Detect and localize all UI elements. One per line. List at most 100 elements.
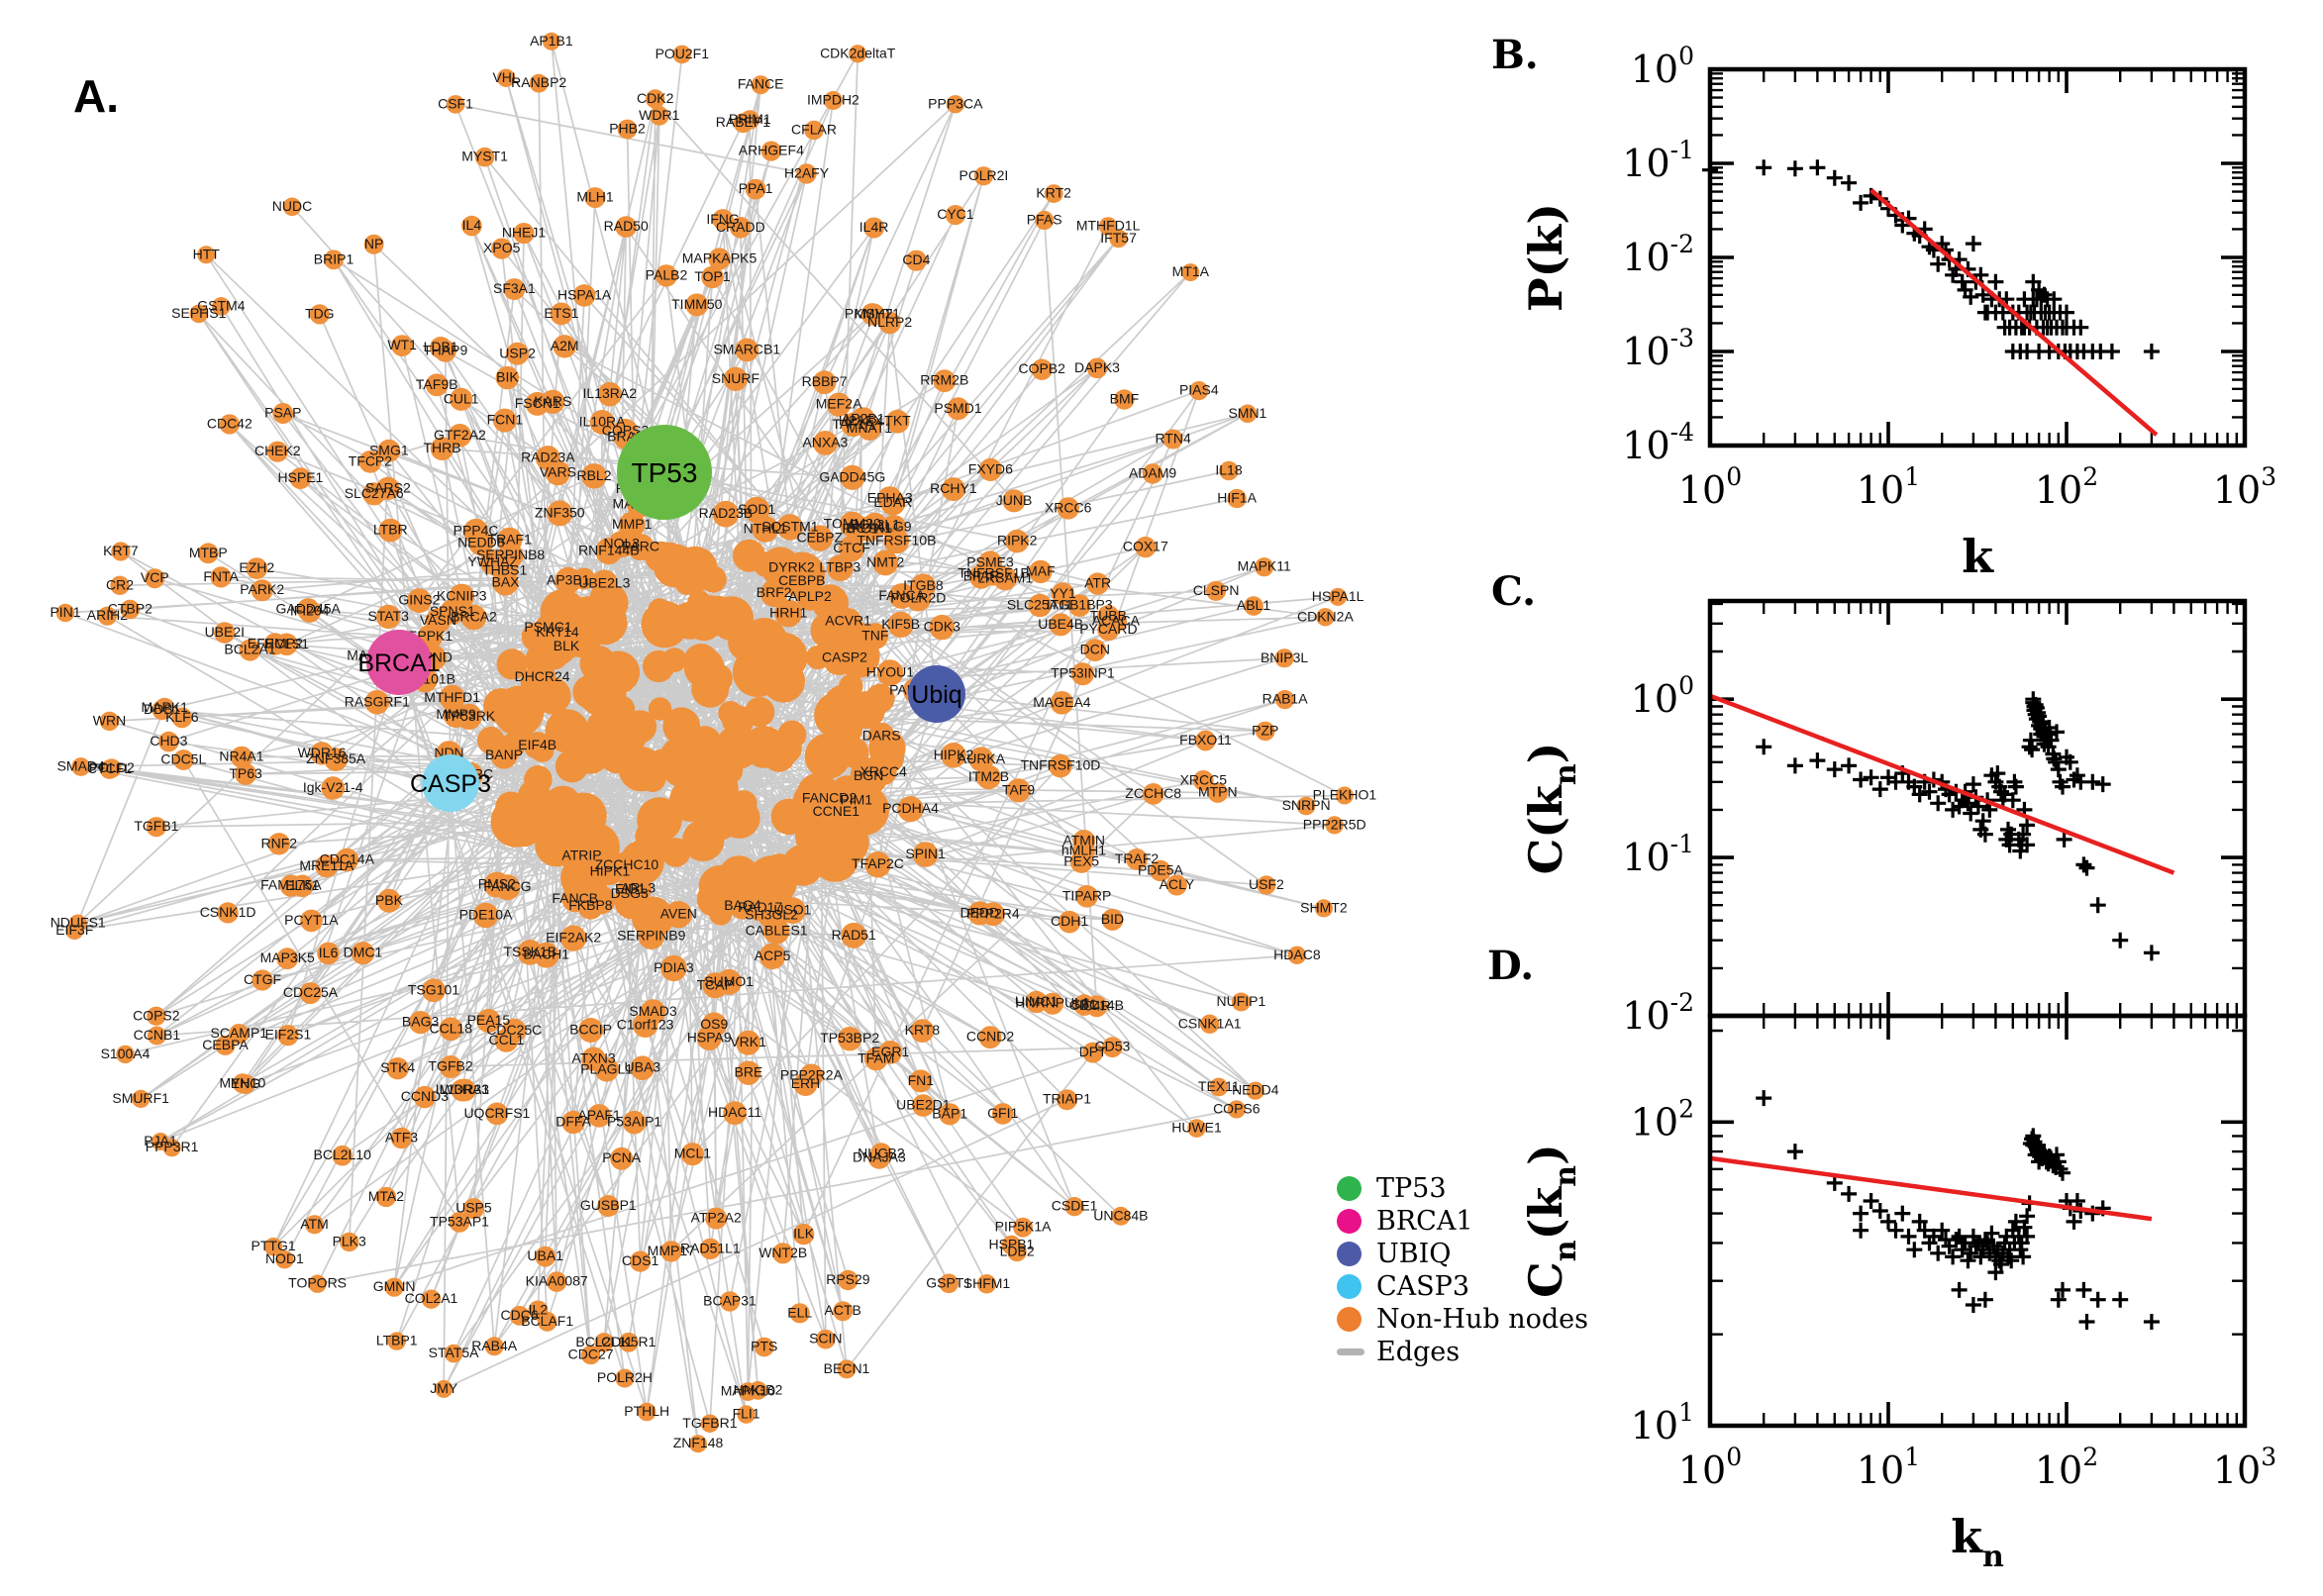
network-node[interactable] [941,477,965,502]
network-node[interactable] [887,611,914,639]
network-node[interactable] [1206,580,1227,601]
network-node[interactable] [324,249,344,270]
network-node[interactable] [863,217,885,239]
network-node[interactable] [1189,381,1209,401]
network-node[interactable] [946,95,964,114]
network-node[interactable] [1195,730,1216,751]
network-node[interactable] [759,579,788,607]
network-node[interactable] [696,1025,722,1050]
network-node[interactable] [772,1243,794,1264]
network-node[interactable] [888,583,915,609]
network-node[interactable] [474,147,495,167]
network-node[interactable] [699,1238,722,1260]
network-node[interactable] [553,335,576,358]
network-node[interactable] [753,551,779,577]
network-node[interactable] [1329,587,1348,606]
network-node[interactable] [503,278,526,301]
network-node[interactable] [555,566,582,594]
network-node[interactable] [708,248,731,270]
network-node[interactable] [439,684,465,711]
network-node[interactable] [897,796,924,823]
network-node[interactable] [535,446,560,471]
network-node[interactable] [719,1291,741,1312]
network-node[interactable] [291,874,314,898]
network-node[interactable] [687,590,712,615]
network-node[interactable] [231,746,252,768]
network-node[interactable] [463,518,489,544]
network-node[interactable] [745,697,775,728]
network-node[interactable] [827,822,862,857]
network-node[interactable] [1207,782,1229,803]
network-node[interactable] [390,1127,413,1149]
network-node[interactable] [867,1147,891,1169]
network-node[interactable] [978,457,1002,481]
network-node[interactable] [941,743,966,768]
network-node[interactable] [55,603,75,623]
network-node[interactable] [71,757,91,776]
network-node[interactable] [197,543,219,564]
hub-node-circle[interactable] [422,754,479,812]
network-node[interactable] [1071,662,1094,686]
network-node[interactable] [364,690,390,715]
network-node[interactable] [1002,489,1026,513]
network-node[interactable] [741,618,788,664]
network-node[interactable] [991,1103,1014,1125]
network-node[interactable] [252,969,273,991]
network-node[interactable] [883,528,910,554]
network-node[interactable] [968,747,994,772]
network-node[interactable] [833,1301,854,1322]
network-node[interactable] [535,823,578,867]
network-node[interactable] [835,608,862,636]
network-node[interactable] [340,1232,359,1252]
network-node[interactable] [1335,786,1354,805]
hub-node-brca1[interactable]: BRCA1 [357,630,441,695]
network-node[interactable] [1142,463,1163,484]
network-node[interactable] [581,1047,606,1071]
network-node[interactable] [762,917,790,945]
network-node[interactable] [1013,1217,1033,1238]
network-node[interactable] [832,707,858,734]
network-node[interactable] [616,875,645,904]
network-node[interactable] [1109,229,1128,249]
network-node[interactable] [650,106,669,126]
network-node[interactable] [296,598,320,621]
network-node[interactable] [610,1147,634,1170]
network-node[interactable] [1031,358,1053,380]
network-node[interactable] [747,894,774,922]
network-node[interactable] [305,1215,325,1235]
network-node[interactable] [838,1269,858,1291]
network-node[interactable] [861,623,889,649]
network-node[interactable] [535,1246,556,1267]
network-node[interactable] [608,531,636,558]
network-node[interactable] [1209,1077,1229,1097]
network-node[interactable] [1101,908,1124,931]
network-node[interactable] [384,1277,404,1297]
network-node[interactable] [212,297,231,316]
network-node[interactable] [266,441,288,462]
network-node[interactable] [1051,582,1074,606]
network-node[interactable] [1142,783,1164,805]
network-node[interactable] [377,439,401,462]
network-node[interactable] [492,408,517,433]
network-node[interactable] [594,1333,614,1352]
network-node[interactable] [335,848,359,872]
network-node[interactable] [120,599,141,620]
network-node[interactable] [495,365,520,390]
network-node[interactable] [555,749,589,783]
network-node[interactable] [589,410,615,435]
network-node[interactable] [737,1405,756,1424]
network-node[interactable] [723,366,749,391]
network-node[interactable] [655,264,678,287]
network-node[interactable] [776,514,803,541]
network-node[interactable] [1135,536,1157,558]
network-node[interactable] [643,649,675,683]
network-node[interactable] [472,902,499,929]
network-node[interactable] [789,1303,810,1324]
network-node[interactable] [553,633,580,660]
hub-node-ubiq[interactable]: Ubiq [908,665,965,723]
network-node[interactable] [1162,429,1183,449]
network-node[interactable] [435,1379,454,1398]
network-node[interactable] [1086,572,1109,595]
network-node[interactable] [1325,816,1344,835]
network-node[interactable] [421,1289,442,1309]
